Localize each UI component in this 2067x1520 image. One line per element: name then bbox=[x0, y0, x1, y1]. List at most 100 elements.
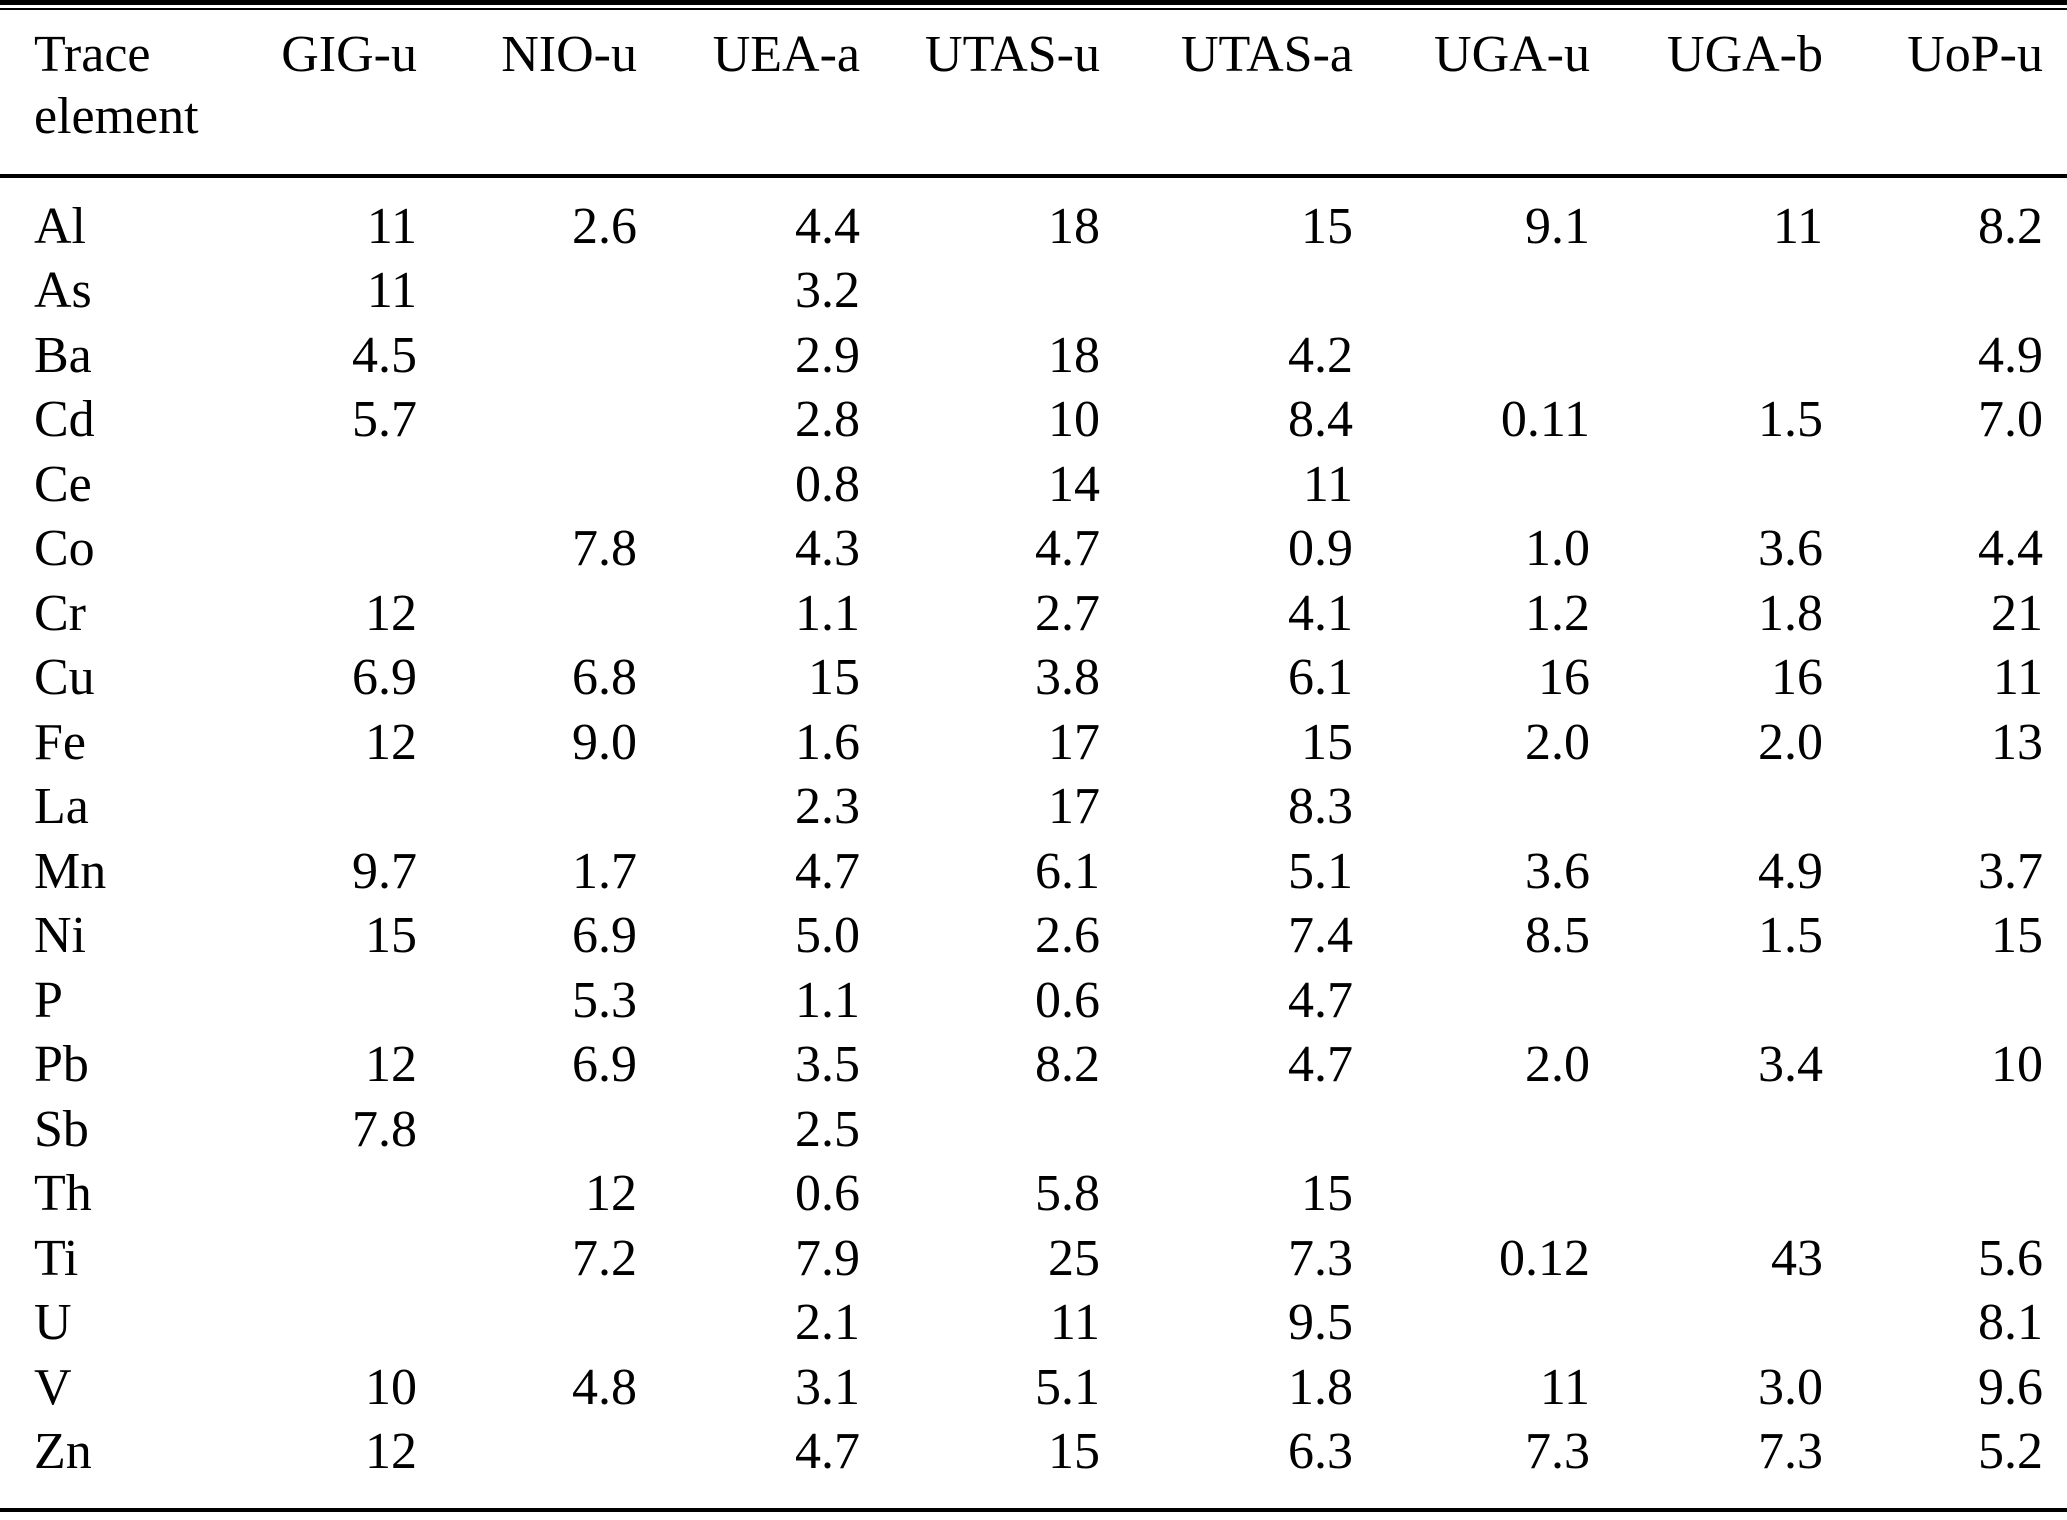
value-cell bbox=[417, 452, 637, 517]
value-cell: 17 bbox=[1048, 713, 1100, 771]
row-spacer bbox=[2043, 646, 2067, 711]
value-cell: 6.8 bbox=[572, 649, 637, 707]
value-cell bbox=[1823, 452, 2043, 517]
value-cell: 1.1 bbox=[795, 584, 860, 642]
value-cell bbox=[1353, 452, 1590, 517]
value-cell: 15 bbox=[808, 649, 860, 707]
table-row: Th 12 0.6 5.8 15 bbox=[0, 1162, 2067, 1227]
value-cell: 1.5 bbox=[1758, 391, 1823, 449]
row-spacer bbox=[2043, 581, 2067, 646]
row-spacer bbox=[2043, 176, 2067, 259]
value-cell: 5.7 bbox=[352, 391, 417, 449]
value-cell: 9.7 bbox=[352, 842, 417, 900]
value-cell: 1.8 bbox=[1758, 584, 1823, 642]
column-header-uop-u: UoP-u bbox=[1823, 10, 2043, 178]
value-cell: 11 bbox=[366, 197, 417, 255]
value-cell: 2.0 bbox=[1525, 1036, 1590, 1094]
value-cell: 2.0 bbox=[1525, 713, 1590, 771]
value-cell: 14 bbox=[1048, 455, 1100, 513]
value-cell: 15 bbox=[1991, 907, 2043, 965]
value-cell: 6.3 bbox=[1288, 1423, 1353, 1481]
value-cell: 12 bbox=[365, 1423, 417, 1481]
value-cell: 12 bbox=[365, 1036, 417, 1094]
value-cell: 12 bbox=[365, 713, 417, 771]
element-label: Zn bbox=[34, 1423, 92, 1481]
row-spacer bbox=[2043, 517, 2067, 582]
table-row: Cu 6.9 6.8 15 3.8 6.1 16 16 11 bbox=[0, 646, 2067, 711]
table-row: As 11 3.2 bbox=[0, 259, 2067, 324]
element-label: Cr bbox=[34, 584, 86, 642]
value-cell: 6.9 bbox=[572, 907, 637, 965]
value-cell: 12 bbox=[365, 584, 417, 642]
element-label: Pb bbox=[34, 1036, 89, 1094]
element-label: Co bbox=[34, 520, 95, 578]
value-cell: 3.8 bbox=[1035, 649, 1100, 707]
value-cell bbox=[1353, 259, 1590, 324]
value-cell bbox=[417, 581, 637, 646]
value-cell: 3.5 bbox=[795, 1036, 860, 1094]
top-rule-inner bbox=[0, 8, 2067, 10]
value-cell: 0.8 bbox=[795, 455, 860, 513]
value-cell: 2.6 bbox=[1035, 907, 1100, 965]
value-cell: 15 bbox=[1301, 713, 1353, 771]
value-cell: 7.3 bbox=[1525, 1423, 1590, 1481]
value-cell: 10 bbox=[1991, 1036, 2043, 1094]
value-cell bbox=[1590, 259, 1823, 324]
table-row: Ti 7.2 7.9 25 7.3 0.12 43 5.6 bbox=[0, 1226, 2067, 1291]
value-cell: 4.5 bbox=[352, 326, 417, 384]
table-row: Fe 12 9.0 1.6 17 15 2.0 2.0 13 bbox=[0, 710, 2067, 775]
value-cell: 4.9 bbox=[1978, 326, 2043, 384]
value-cell bbox=[417, 259, 637, 324]
value-cell: 16 bbox=[1771, 649, 1823, 707]
value-cell: 0.6 bbox=[1035, 971, 1100, 1029]
column-header-utas-a: UTAS-a bbox=[1100, 10, 1353, 178]
value-cell: 7.9 bbox=[795, 1229, 860, 1287]
value-cell: 4.8 bbox=[572, 1358, 637, 1416]
value-cell: 6.9 bbox=[352, 649, 417, 707]
element-label: Cd bbox=[34, 391, 95, 449]
value-cell: 2.1 bbox=[795, 1294, 860, 1352]
value-cell: 25 bbox=[1048, 1229, 1100, 1287]
trace-element-table: Trace element GIG-u NIO-u UEA-a UTAS-u U… bbox=[0, 10, 2067, 1484]
value-cell: 9.1 bbox=[1525, 197, 1590, 255]
value-cell: 2.8 bbox=[795, 391, 860, 449]
value-cell bbox=[250, 1162, 417, 1227]
value-cell: 3.0 bbox=[1758, 1358, 1823, 1416]
row-spacer bbox=[2043, 1226, 2067, 1291]
value-cell bbox=[1590, 968, 1823, 1033]
value-cell bbox=[1823, 259, 2043, 324]
corner-header-line2: element bbox=[34, 88, 199, 145]
value-cell: 1.7 bbox=[572, 842, 637, 900]
value-cell: 11 bbox=[1302, 455, 1353, 513]
value-cell bbox=[1353, 968, 1590, 1033]
value-cell: 3.6 bbox=[1758, 520, 1823, 578]
value-cell bbox=[1100, 1097, 1353, 1162]
value-cell: 8.5 bbox=[1525, 907, 1590, 965]
value-cell: 16 bbox=[1538, 649, 1590, 707]
value-cell bbox=[417, 1097, 637, 1162]
element-label: Th bbox=[34, 1165, 92, 1223]
value-cell: 3.7 bbox=[1978, 842, 2043, 900]
table-row: Ba 4.5 2.9 18 4.2 4.9 bbox=[0, 323, 2067, 388]
table-row: Cd 5.7 2.8 10 8.4 0.11 1.5 7.0 bbox=[0, 388, 2067, 453]
row-spacer bbox=[2043, 1291, 2067, 1356]
value-cell bbox=[1590, 1162, 1823, 1227]
element-label: Mn bbox=[34, 842, 107, 900]
value-cell: 4.7 bbox=[1288, 971, 1353, 1029]
value-cell: 8.1 bbox=[1978, 1294, 2043, 1352]
value-cell: 6.1 bbox=[1035, 842, 1100, 900]
table-row: U 2.1 11 9.5 8.1 bbox=[0, 1291, 2067, 1356]
value-cell: 7.3 bbox=[1758, 1423, 1823, 1481]
value-cell: 11 bbox=[366, 262, 417, 320]
value-cell bbox=[250, 1291, 417, 1356]
value-cell bbox=[250, 968, 417, 1033]
element-label: Ce bbox=[34, 455, 92, 513]
value-cell: 7.0 bbox=[1978, 391, 2043, 449]
column-header-uga-u: UGA-u bbox=[1353, 10, 1590, 178]
value-cell: 2.6 bbox=[572, 197, 637, 255]
value-cell: 3.6 bbox=[1525, 842, 1590, 900]
value-cell: 15 bbox=[1048, 1423, 1100, 1481]
value-cell: 10 bbox=[365, 1358, 417, 1416]
row-spacer bbox=[2043, 710, 2067, 775]
element-label: Ni bbox=[34, 907, 86, 965]
